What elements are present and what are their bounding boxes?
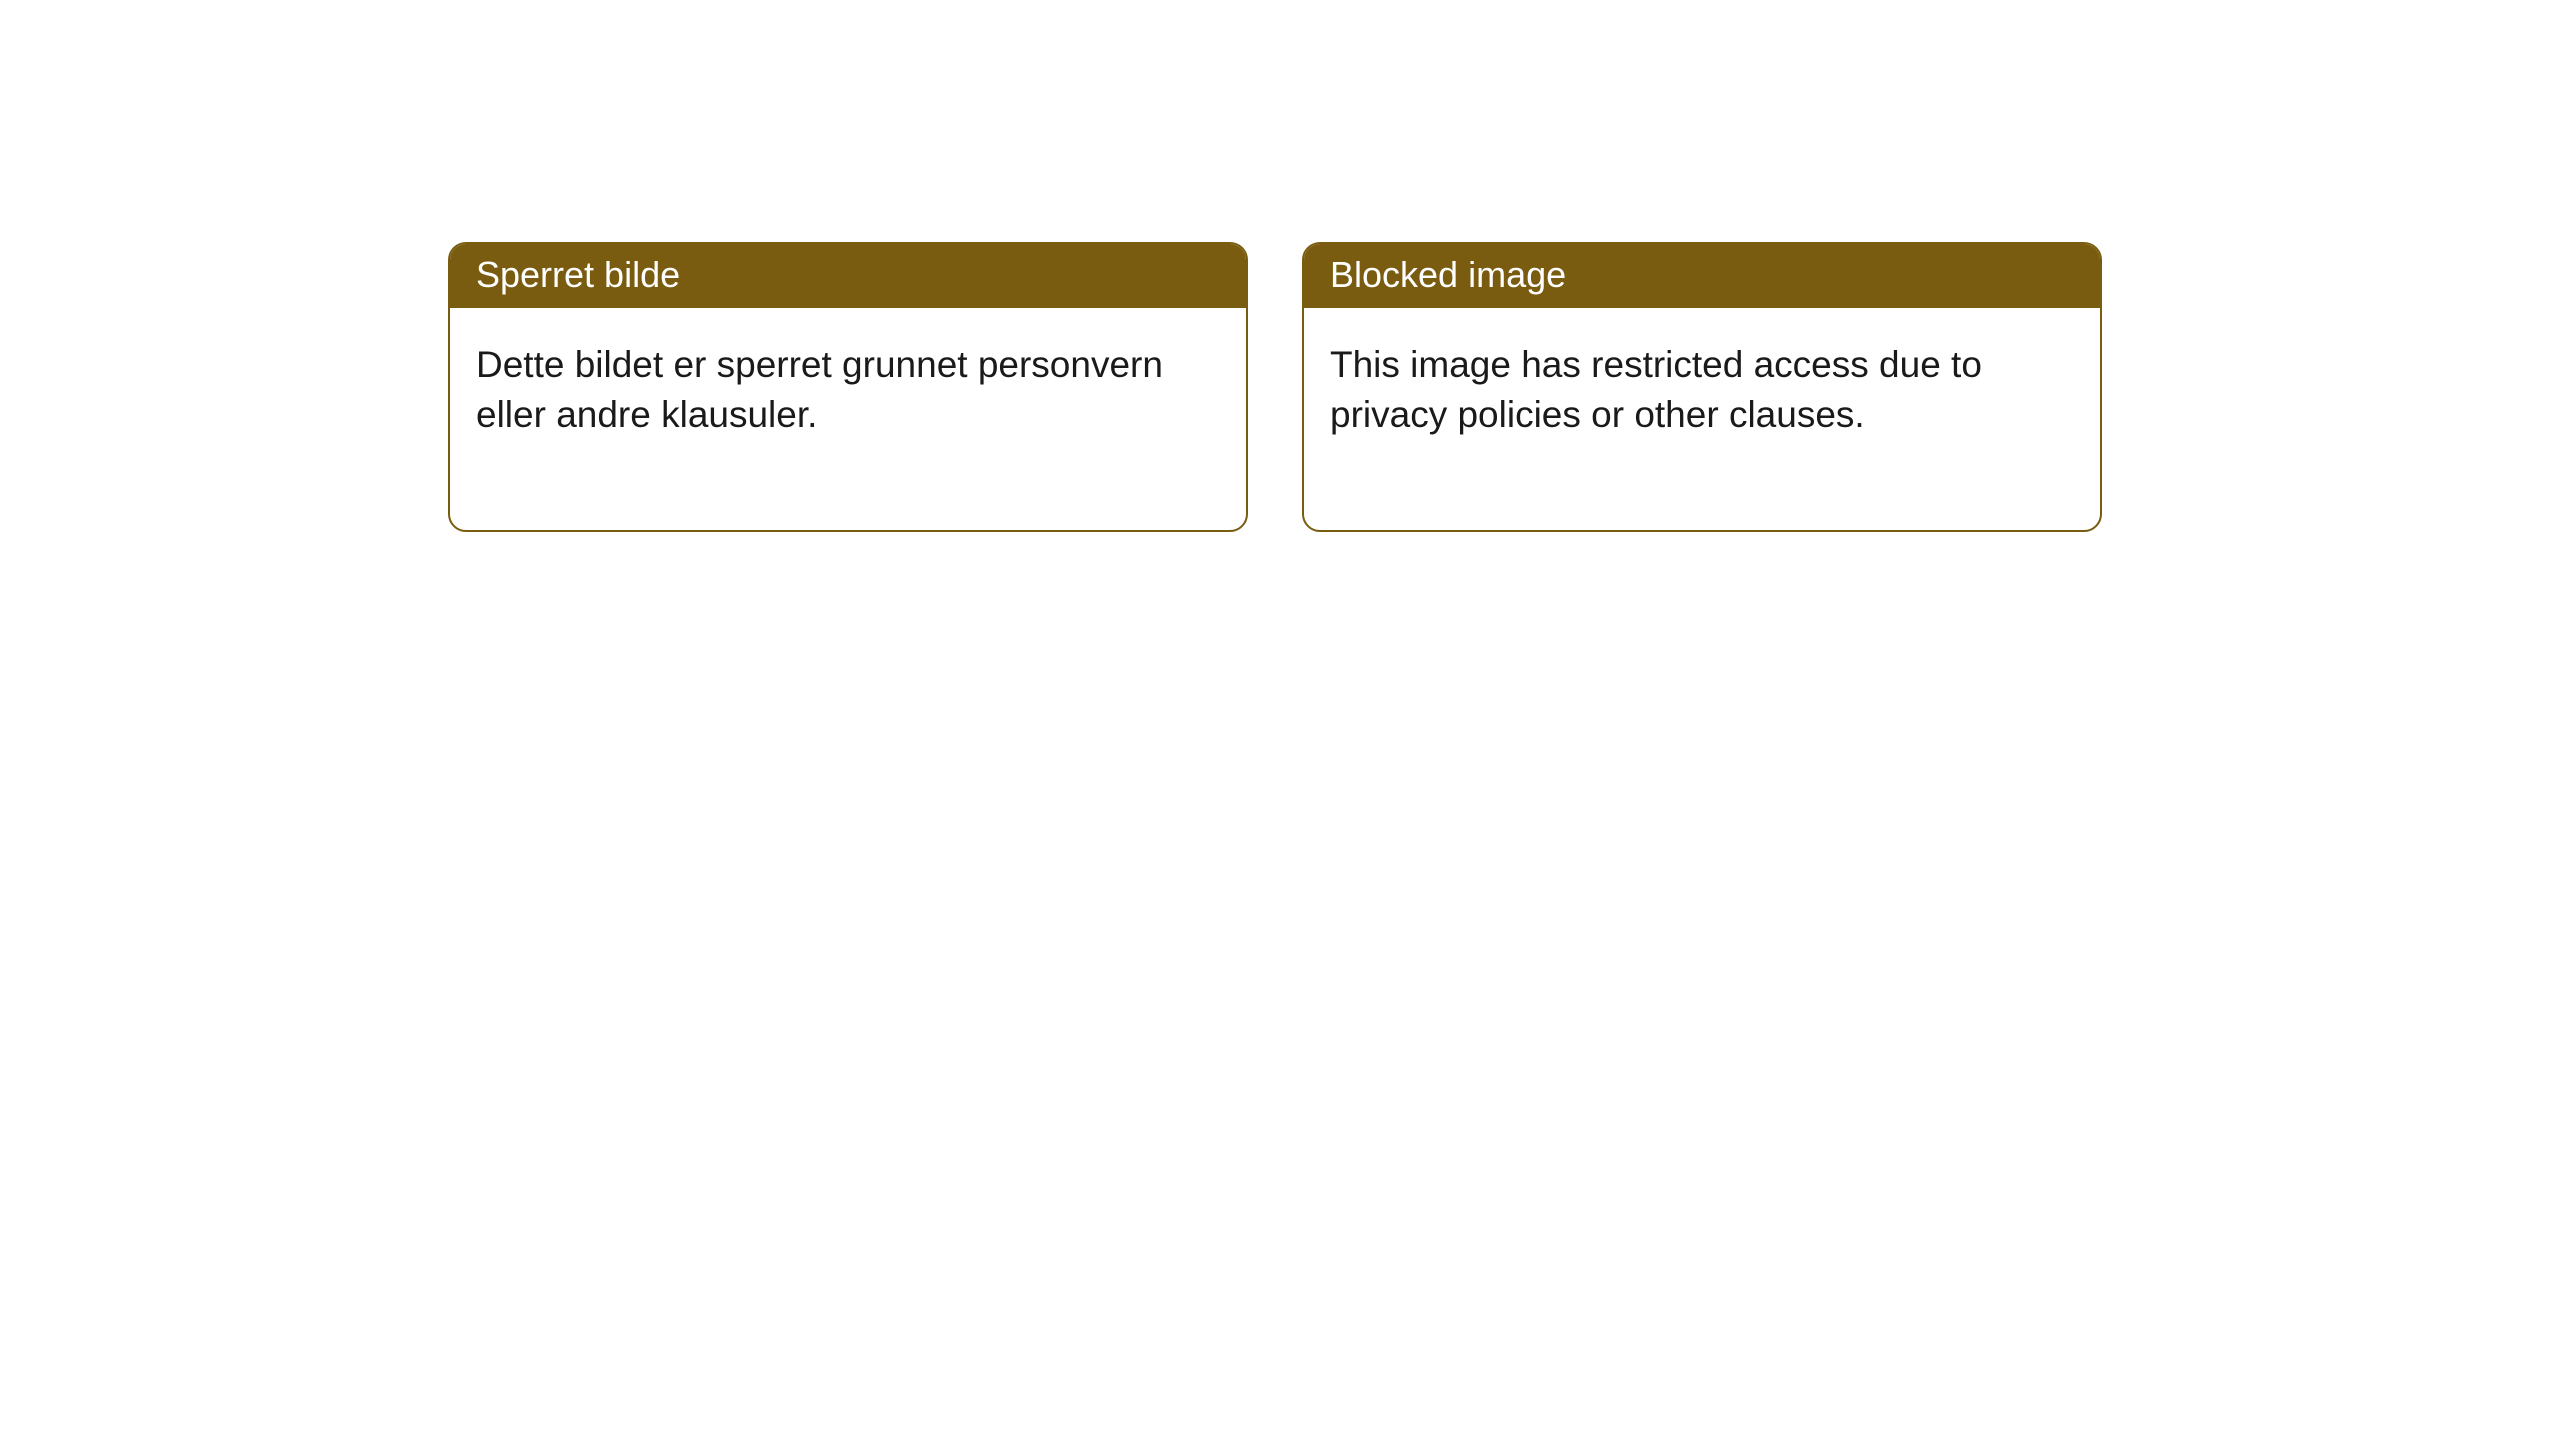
notice-header: Sperret bilde <box>450 244 1246 308</box>
notice-container: Sperret bilde Dette bildet er sperret gr… <box>0 0 2560 532</box>
notice-card-english: Blocked image This image has restricted … <box>1302 242 2102 532</box>
notice-header: Blocked image <box>1304 244 2100 308</box>
notice-card-norwegian: Sperret bilde Dette bildet er sperret gr… <box>448 242 1248 532</box>
notice-body: Dette bildet er sperret grunnet personve… <box>450 308 1246 530</box>
notice-body: This image has restricted access due to … <box>1304 308 2100 530</box>
